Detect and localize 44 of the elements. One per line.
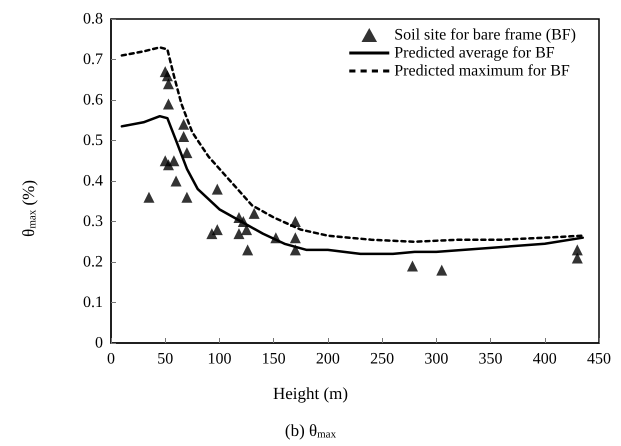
x-tick-label: 350 [478,350,503,368]
point [162,78,174,90]
legend-label: Soil site for bare frame (BF) [394,26,576,44]
point [248,208,260,219]
y-tick-label: 0.2 [83,254,103,270]
x-tick-label: 50 [157,350,174,368]
y-axis-title: θmax (%) [19,180,38,237]
y-tick-label: 0.6 [83,92,103,108]
point [212,224,223,236]
x-tick-label: 450 [587,350,611,368]
y-tick-label: 0.5 [83,132,103,149]
point [242,244,254,256]
x-tick-label: 0 [107,350,115,368]
x-tick-label: 150 [262,350,286,368]
x-tick-label: 400 [532,350,557,368]
point [572,244,583,256]
legend-label: Predicted maximum for BF [394,62,570,80]
y-tick-label: 0.4 [83,172,103,190]
x-axis-title: Height (m) [272,384,348,403]
y-tick-label: 0.1 [83,294,103,311]
point [178,130,190,142]
point [143,192,154,203]
point [168,155,180,166]
point [162,98,174,110]
point [170,176,182,186]
point [290,232,301,244]
point [241,224,252,236]
x-tick-label: 300 [424,350,448,368]
point [212,184,223,195]
y-tick-label: 0 [95,334,103,352]
point [181,192,192,203]
x-tick-label: 250 [370,350,394,368]
y-tick-label: 0.3 [83,213,103,230]
point [233,228,244,240]
y-tick-label: 0.8 [83,10,103,28]
point [178,118,190,130]
x-tick-label: 100 [207,350,232,368]
point [290,244,301,256]
point [406,260,418,272]
point [572,252,583,264]
legend-label: Predicted average for BF [394,44,555,62]
y-tick-label: 0.7 [83,51,103,68]
point [436,264,448,276]
x-tick-label: 200 [316,350,340,368]
